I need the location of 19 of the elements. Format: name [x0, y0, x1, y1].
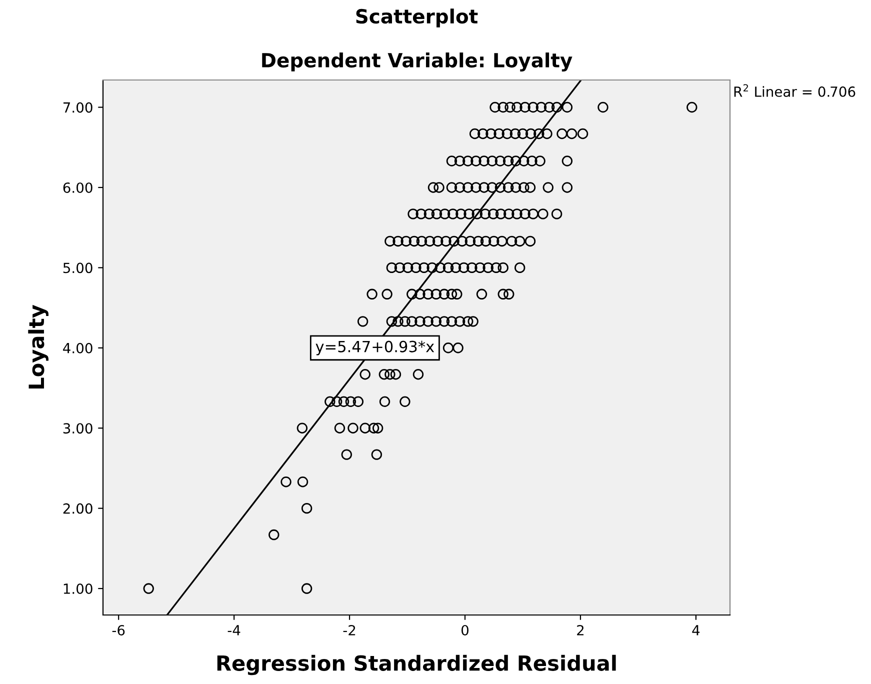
x-tick-label: 0	[461, 624, 468, 636]
y-tick-label: 1.00	[64, 584, 92, 594]
y-tick-label: 4.00	[63, 342, 92, 354]
x-tick-label: 4	[692, 625, 700, 636]
x-tick-label: -6	[112, 624, 125, 636]
y-tick-label: 5.00	[63, 262, 92, 274]
annotation: y=5.47+0.93*x	[316, 340, 434, 356]
y-tick-label: 2.00	[63, 503, 92, 514]
x-tick-label: 2	[577, 624, 584, 636]
chart-title: Scatterplot	[356, 8, 478, 28]
x-tick-label: -4	[228, 625, 240, 636]
text: R$^{2}$ Linear = 0.706	[734, 84, 856, 97]
y-tick-label: 6.00	[63, 182, 92, 193]
y-axis-title: Loyalty	[28, 304, 48, 389]
y-tick-label: 7.00	[63, 102, 92, 113]
x-tick-label: -2	[343, 624, 356, 636]
y-tick-label: 3.00	[63, 423, 92, 434]
chart-subtitle: Dependent Variable: Loyalty	[262, 52, 572, 72]
x-axis-title: Regression Standardized Residual	[217, 654, 616, 676]
